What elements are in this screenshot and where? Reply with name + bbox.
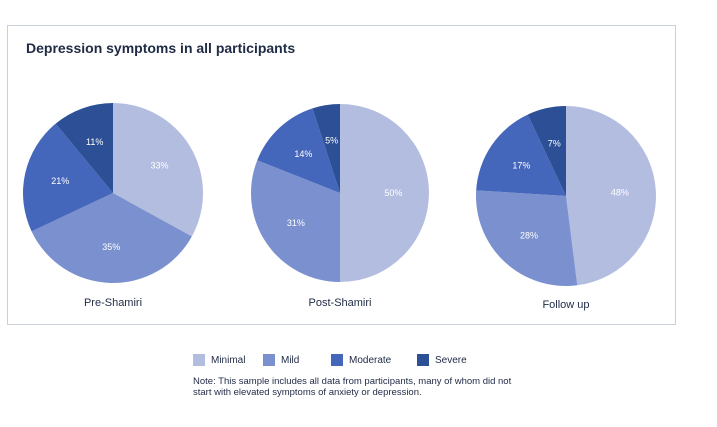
legend-label-moderate: Moderate (349, 354, 392, 366)
post-shamiri-slice-severe (312, 104, 340, 193)
pre-shamiri-slice-mild (31, 193, 192, 283)
footnote: Note: This sample includes all data from… (193, 376, 512, 398)
legend-item-severe: Severe (417, 354, 467, 366)
legend: Minimal Mild Moderate Severe (193, 354, 513, 370)
follow-up-label-minimal: 48% (611, 188, 629, 198)
follow-up-label-moderate: 17% (512, 161, 530, 171)
legend-item-moderate: Moderate (331, 354, 391, 366)
pre-shamiri-slice-severe (55, 103, 113, 193)
pre-shamiri-label-minimal: 33% (150, 161, 168, 171)
legend-item-mild: Mild (263, 354, 299, 366)
post-shamiri-label-minimal: 50% (384, 188, 402, 198)
post-shamiri-label-severe: 5% (325, 135, 338, 145)
post-shamiri-caption: Post-Shamiri (309, 297, 372, 309)
legend-swatch-moderate (331, 354, 343, 366)
legend-swatch-mild (263, 354, 275, 366)
chart-panel: Depression symptoms in all participants (7, 25, 676, 325)
pre-shamiri-slice-minimal (113, 103, 204, 237)
follow-up-slice-minimal (566, 106, 657, 286)
pre-shamiri-label-severe: 11% (86, 137, 103, 147)
legend-label-severe: Severe (435, 354, 467, 366)
follow-up-slice-moderate (476, 114, 566, 196)
post-shamiri-slice-mild (251, 160, 340, 282)
legend-item-minimal: Minimal (193, 354, 245, 366)
pre-shamiri-caption: Pre-Shamiri (84, 297, 142, 309)
post-shamiri-slice-minimal (340, 104, 429, 282)
post-shamiri-label-moderate: 14% (294, 149, 312, 159)
post-shamiri-label-mild: 31% (287, 218, 305, 228)
chart-title: Depression symptoms in all participants (26, 40, 296, 56)
pre-shamiri-slice-moderate (23, 123, 114, 232)
follow-up-label-severe: 7% (548, 138, 561, 148)
follow-up-label-mild: 28% (520, 230, 538, 240)
follow-up-caption: Follow up (542, 299, 589, 311)
post-shamiri-slice-moderate (257, 108, 340, 193)
follow-up-slice-severe (527, 106, 566, 196)
legend-label-minimal: Minimal (211, 354, 246, 366)
pre-shamiri-label-moderate: 21% (51, 176, 69, 186)
legend-label-mild: Mild (281, 354, 300, 366)
legend-swatch-minimal (193, 354, 205, 366)
pre-shamiri-label-mild: 35% (102, 242, 120, 252)
follow-up-slice-mild (476, 190, 578, 286)
legend-swatch-severe (417, 354, 429, 366)
